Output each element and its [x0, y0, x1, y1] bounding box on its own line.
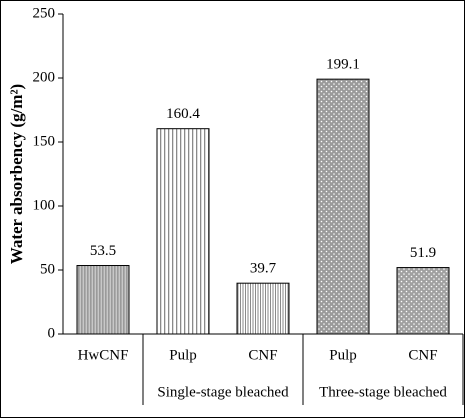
value-label: 51.9: [410, 245, 436, 261]
bar: [236, 282, 290, 335]
y-tick-label: 50: [40, 261, 55, 277]
bar: [316, 78, 370, 335]
y-tick-label: 250: [33, 5, 56, 21]
value-label: 53.5: [90, 243, 116, 259]
group-label: Three-stage bleached: [319, 384, 447, 400]
value-label: 160.4: [166, 106, 200, 122]
bar: [156, 128, 210, 335]
x-tick-label: CNF: [248, 347, 277, 363]
bar: [76, 265, 130, 335]
value-label: 39.7: [250, 261, 277, 277]
bar: [396, 267, 450, 335]
x-tick-label: HwCNF: [78, 347, 129, 363]
y-tick-label: 0: [48, 325, 56, 341]
y-tick-label: 200: [33, 69, 56, 85]
y-tick-label: 150: [33, 133, 56, 149]
x-tick-label: CNF: [408, 347, 437, 363]
value-label: 199.1: [326, 57, 360, 73]
x-tick-label: Pulp: [329, 347, 357, 363]
y-tick-label: 100: [33, 197, 56, 213]
y-axis-title: Water absorbency (g/m²): [7, 84, 26, 264]
x-tick-label: Pulp: [169, 347, 197, 363]
group-label: Single-stage bleached: [157, 384, 289, 400]
